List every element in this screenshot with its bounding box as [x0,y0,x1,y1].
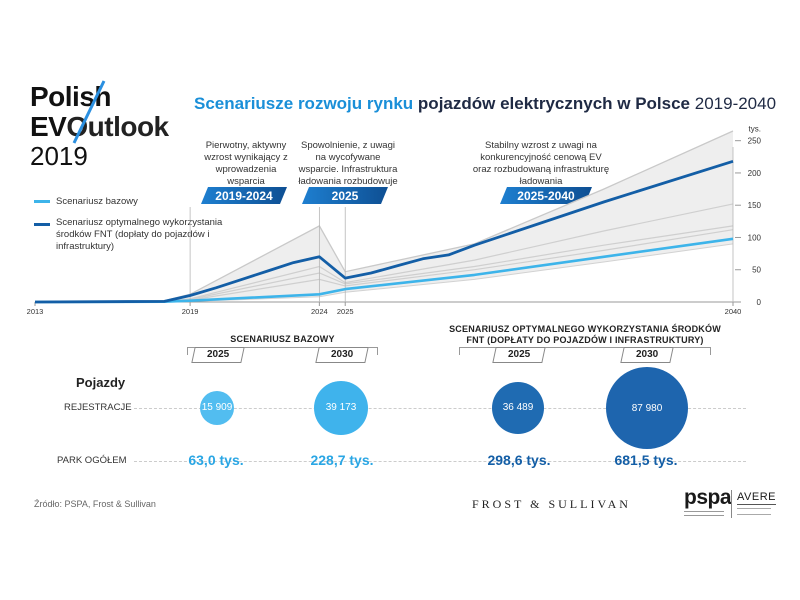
y-tick-label-50: 50 [752,266,761,275]
avere-logo: AVERE [737,491,776,515]
phase-label-2025-2040: 2025-2040 [500,187,592,204]
fnt-scenario-bracket [459,347,711,355]
year-box-base-2030: 2030 [315,347,369,363]
registrations-circle-fnt-2030: 87 980 [606,367,688,449]
registrations-value-base-2030: 39 173 [325,402,357,414]
row-label-registrations: REJESTRACJE [64,402,132,413]
phase-label-2019-2024: 2019-2024 [201,187,287,204]
y-tick-label-200: 200 [748,169,762,178]
frost-sullivan-logo: FROST & SULLIVAN [472,497,631,511]
line-chart: 0 50 100 150 200 250 tys. 2013 2019 2024 2025 2040 [27,125,762,316]
pspa-logo: pspa [684,486,732,516]
registrations-value-fnt-2025: 36 489 [502,402,534,414]
year-box-base-2025: 2025 [191,347,245,363]
source-note: Źródło: PSPA, Frost & Sullivan [34,499,156,509]
legend-item-base: Scenariusz bazowy [34,196,244,208]
registrations-circle-fnt-2025: 36 489 [491,381,545,435]
y-tick-label-0: 0 [757,298,762,307]
series-line-fnt [34,159,734,304]
legend-label-base: Scenariusz bazowy [56,196,138,207]
headline-dark: pojazdów elektrycznych w Polsce [417,94,691,113]
phase-note-1: Pierwotny, aktywny wzrost wynikający z w… [204,140,288,187]
registrations-guide [134,408,746,409]
y-tick-label-100: 100 [748,233,762,242]
y-tick-label-250: 250 [748,137,762,146]
registrations-circle-base-2025: 15 909 [199,390,235,426]
fnt-scenario-title: SCENARIUSZ OPTYMALNEGO WYKORZYSTANIA ŚRO… [449,324,721,345]
registrations-value-base-2025: 15 909 [201,402,233,414]
y-unit-label: tys. [749,125,761,134]
fleet-total-base-2030: 228,7 tys. [310,452,374,468]
y-tick-label-150: 150 [748,201,762,210]
fleet-total-base-2025: 63,0 tys. [188,452,244,468]
x-tick-label-2024: 2024 [311,307,328,316]
avere-logo-text: AVERE [737,491,776,505]
phase-label-2025: 2025 [302,187,388,204]
legend-item-fnt: Scenariusz optymalnego wykorzystania śro… [34,217,244,253]
year-label-base-2030: 2030 [330,349,354,360]
headline-blue: Scenariusze rozwoju rynku [194,94,414,113]
logo-divider [731,490,732,518]
x-tick-label-2040: 2040 [725,307,742,316]
headline-year: 2019-2040 [694,94,777,113]
polish-ev-outlook-logo: Polish EVOutlook 2019 [30,80,169,171]
x-tick-label-2025: 2025 [337,307,354,316]
year-label-fnt-2025: 2025 [507,349,531,360]
base-scenario-bracket [187,347,378,355]
fleet-guide [134,461,746,462]
pspa-logo-text: pspa [684,486,732,509]
logo-year: 2019 [30,141,88,171]
legend-label-fnt: Scenariusz optymalnego wykorzystania śro… [56,216,223,252]
legend-swatch-base [34,199,50,203]
registrations-circle-base-2030: 39 173 [313,380,369,436]
year-box-fnt-2030: 2030 [620,347,674,363]
base-scenario-title: SCENARIUSZ BAZOWY [230,334,335,344]
logo-line2: EV [30,111,67,142]
year-label-base-2025: 2025 [206,349,230,360]
registrations-value-fnt-2030: 87 980 [631,402,663,414]
row-label-fleet: PARK OGÓŁEM [57,455,127,466]
year-label-fnt-2030: 2030 [635,349,659,360]
year-box-fnt-2025: 2025 [492,347,546,363]
fleet-total-fnt-2025: 298,6 tys. [487,452,551,468]
phase-note-3: Stabilny wzrost z uwagi na konkurencyjno… [472,140,610,187]
legend-swatch-fnt [34,222,50,226]
scenario-range-band [35,131,733,302]
headline: Scenariusze rozwoju rynku pojazdów elekt… [194,94,776,114]
logo-check-icon [72,80,106,144]
fleet-total-fnt-2030: 681,5 tys. [614,452,678,468]
x-tick-label-2013: 2013 [27,307,44,316]
x-tick-label-2019: 2019 [182,307,199,316]
avere-logo-lines [737,508,771,515]
row-heading-vehicles: Pojazdy [76,375,126,390]
legend: Scenariusz bazowy Scenariusz optymalnego… [34,196,244,253]
pspa-logo-tagline [684,511,724,516]
